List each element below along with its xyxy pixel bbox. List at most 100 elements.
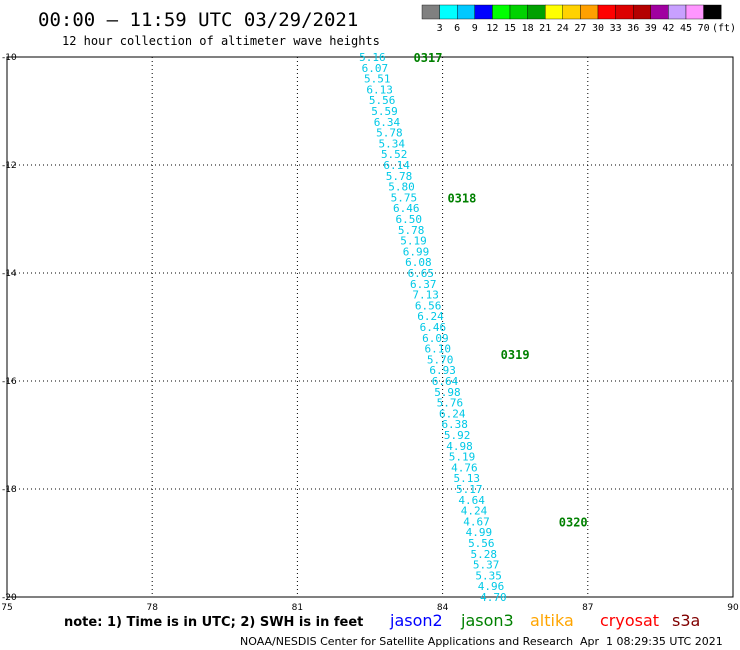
satellite-legend-item: cryosat — [600, 611, 659, 630]
wave-height-point: 5.19 — [400, 235, 427, 248]
color-scale-label: 18 — [522, 23, 534, 34]
time-label: 0319 — [501, 348, 530, 362]
wave-height-point: 5.56 — [369, 94, 396, 107]
x-tick-label: 75 — [1, 603, 12, 613]
color-scale-swatch — [580, 4, 599, 20]
wave-height-point: 6.13 — [366, 83, 393, 96]
color-scale-label: 33 — [610, 23, 622, 34]
wave-height-point: 6.46 — [420, 321, 447, 334]
color-scale-label: 12 — [486, 23, 498, 34]
wave-height-point: 5.70 — [427, 353, 454, 366]
wave-height-point: 4.98 — [446, 440, 473, 453]
x-tick-label: 78 — [146, 603, 158, 613]
wave-height-point: 4.76 — [451, 461, 478, 474]
x-tick-label: 81 — [292, 603, 303, 613]
chart-title: 00:00 – 11:59 UTC 03/29/2021 — [38, 9, 358, 31]
color-scale-label: 45 — [680, 23, 692, 34]
footer-note: note: 1) Time is in UTC; 2) SWH is in fe… — [64, 615, 363, 630]
color-scale-swatch — [668, 4, 687, 20]
color-scale-swatch — [509, 4, 528, 20]
color-scale-swatch — [615, 4, 634, 20]
wave-height-point: 5.37 — [473, 559, 500, 572]
color-scale-label: 15 — [504, 23, 516, 34]
wave-height-point: 5.78 — [386, 170, 413, 183]
satellite-legend: jason2 jason3 altika cryosat s3a — [389, 611, 700, 630]
wave-height-point: 5.28 — [470, 548, 497, 561]
wave-height-point: 5.75 — [391, 191, 418, 204]
wave-height-point: 6.46 — [393, 202, 420, 215]
wave-height-point: 7.13 — [412, 289, 439, 302]
wave-height-point: 5.52 — [381, 148, 408, 161]
x-tick-label: 87 — [582, 603, 593, 613]
wave-height-point: 4.70 — [480, 591, 507, 604]
wave-height-point: 5.98 — [434, 386, 461, 399]
time-label: 0317 — [414, 51, 443, 65]
y-tick-label: -10 — [2, 53, 17, 63]
wave-height-point: 5.51 — [364, 73, 391, 86]
wave-height-point: 5.19 — [449, 451, 476, 464]
color-scale-swatch — [633, 4, 652, 20]
color-scale-swatch — [492, 4, 511, 20]
y-tick-label: -18 — [2, 485, 17, 495]
color-scale-swatch — [597, 4, 616, 20]
wave-height-point: 5.35 — [475, 569, 502, 582]
x-tick-label: 90 — [727, 603, 739, 613]
wave-height-point: 6.64 — [432, 375, 459, 388]
color-scale-label: 70 — [698, 23, 710, 34]
wave-height-point: 6.07 — [362, 62, 389, 75]
color-scale-label: 3 — [437, 23, 443, 34]
color-scale-label: 24 — [557, 23, 569, 34]
wave-height-point: 6.99 — [403, 245, 430, 258]
color-scale-swatch — [474, 4, 493, 20]
wave-height-point: 6.50 — [395, 213, 422, 226]
wave-height-point: 4.99 — [466, 526, 493, 539]
color-scale-label: 6 — [454, 23, 460, 34]
color-scale-label: 9 — [472, 23, 478, 34]
wave-height-point: 6.56 — [415, 299, 442, 312]
wave-height-point: 6.34 — [374, 116, 401, 129]
color-scale-label: 36 — [627, 23, 639, 34]
wave-height-point: 5.56 — [468, 537, 495, 550]
wave-height-point: 4.64 — [458, 494, 485, 507]
color-scale-swatch — [650, 4, 669, 20]
wave-height-point: 4.96 — [478, 580, 505, 593]
footer-credit: NOAA/NESDIS Center for Satellite Applica… — [240, 635, 573, 648]
time-label: 0320 — [559, 515, 588, 529]
wave-height-point: 5.80 — [388, 181, 415, 194]
color-scale-swatch — [703, 4, 722, 20]
wave-height-point: 6.14 — [383, 159, 410, 172]
color-scale-swatch — [545, 4, 564, 20]
satellite-legend-item: s3a — [672, 611, 700, 630]
wave-height-point: 5.92 — [444, 429, 471, 442]
color-scale-label: 42 — [662, 23, 674, 34]
wave-height-point: 4.24 — [461, 505, 488, 518]
wave-height-point: 6.37 — [410, 278, 437, 291]
wave-height-point: 5.76 — [437, 397, 464, 410]
y-tick-label: -20 — [2, 593, 17, 603]
wave-height-point: 6.93 — [429, 364, 456, 377]
wave-height-point: 6.08 — [405, 256, 432, 269]
wave-height-point: 5.78 — [398, 224, 425, 237]
wave-height-point: 5.16 — [359, 51, 386, 64]
color-scale-unit: (ft) — [712, 23, 736, 34]
color-scale: 3 6 9 12 15 18 21 24 27 30 33 36 39 42 45 70 — [421, 4, 722, 34]
plot-frame — [6, 56, 734, 598]
wave-height-point: 4.67 — [463, 515, 490, 528]
wave-height-point: 6.38 — [441, 418, 468, 431]
wave-height-point: 6.24 — [439, 407, 466, 420]
y-tick-label: -12 — [2, 161, 17, 171]
wave-height-point: 5.17 — [456, 483, 483, 496]
color-scale-label: 27 — [574, 23, 586, 34]
color-scale-swatch — [421, 4, 440, 20]
color-scale-swatch — [439, 4, 458, 20]
color-scale-label: 21 — [539, 23, 551, 34]
y-tick-label: -16 — [2, 377, 17, 387]
color-scale-swatch — [527, 4, 546, 20]
chart-subtitle: 12 hour collection of altimeter wave hei… — [62, 34, 380, 48]
wave-height-point: 5.59 — [371, 105, 398, 118]
satellite-legend-item: jason3 — [460, 611, 514, 630]
wave-height-point: 6.10 — [425, 343, 452, 356]
color-scale-label: 39 — [645, 23, 657, 34]
satellite-legend-item: jason2 — [389, 611, 443, 630]
